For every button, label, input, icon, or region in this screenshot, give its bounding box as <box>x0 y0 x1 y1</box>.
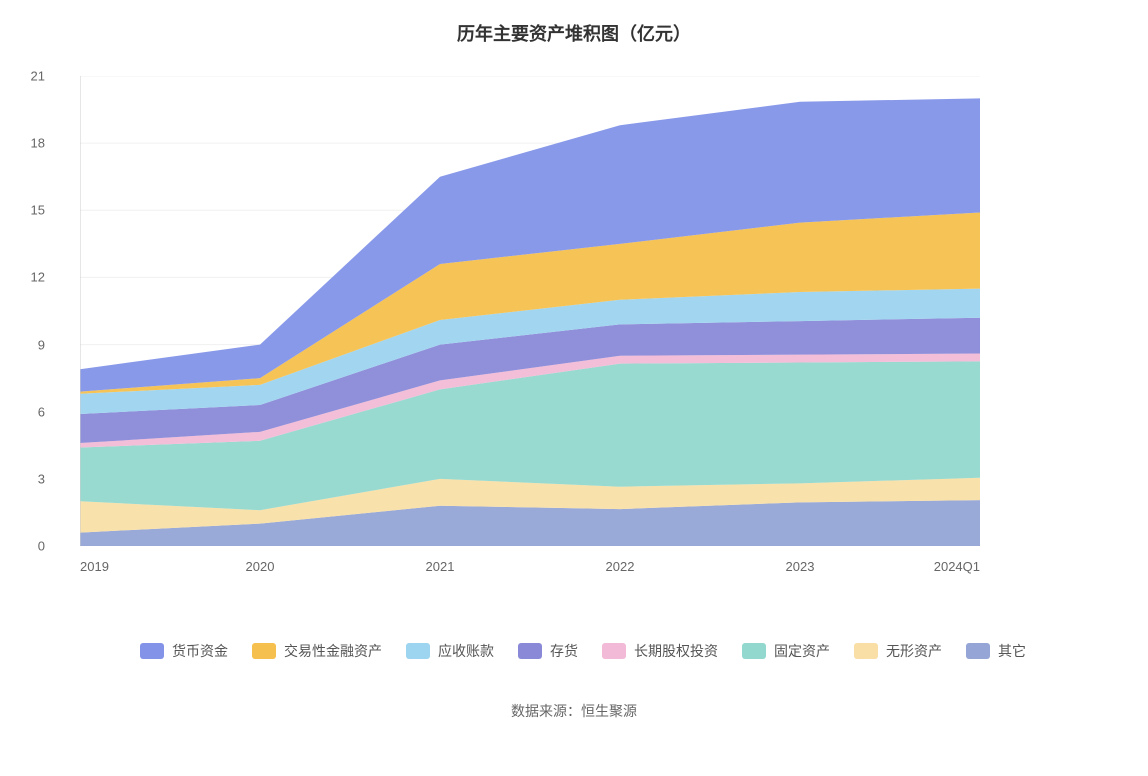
y-tick-label: 0 <box>15 539 45 554</box>
chart-container: 历年主要资产堆积图（亿元） 036912151821 2019202020212… <box>0 0 1148 741</box>
chart-svg <box>80 76 980 546</box>
x-tick-label: 2021 <box>426 559 455 574</box>
y-tick-label: 6 <box>15 404 45 419</box>
legend-label: 交易性金融资产 <box>284 641 382 661</box>
legend-item[interactable]: 交易性金融资产 <box>252 641 382 661</box>
chart-plot-area: 036912151821 201920202021202220232024Q1 <box>80 76 980 581</box>
y-tick-label: 3 <box>15 471 45 486</box>
legend-label: 应收账款 <box>438 641 494 661</box>
x-tick-label: 2023 <box>786 559 815 574</box>
legend-swatch <box>602 643 626 659</box>
legend-label: 其它 <box>998 641 1026 661</box>
legend-label: 固定资产 <box>774 641 830 661</box>
y-tick-label: 15 <box>15 203 45 218</box>
legend-item[interactable]: 货币资金 <box>140 641 228 661</box>
x-tick-label: 2024Q1 <box>934 559 980 574</box>
legend-swatch <box>966 643 990 659</box>
legend-swatch <box>742 643 766 659</box>
x-axis: 2019 2020 2021 2022 2023 2024Q1 <box>80 551 980 581</box>
legend-label: 无形资产 <box>886 641 942 661</box>
y-tick-label: 9 <box>15 337 45 352</box>
legend-item[interactable]: 存货 <box>518 641 578 661</box>
legend-swatch <box>252 643 276 659</box>
y-tick-label: 12 <box>15 270 45 285</box>
legend-swatch <box>854 643 878 659</box>
legend: 货币资金 交易性金融资产 应收账款 存货 长期股权投资 固定资产 无形资产 其它 <box>140 641 1040 661</box>
y-tick-label: 21 <box>15 69 45 84</box>
x-tick-label: 2020 <box>246 559 275 574</box>
legend-label: 长期股权投资 <box>634 641 718 661</box>
x-tick-label: 2022 <box>606 559 635 574</box>
legend-swatch <box>140 643 164 659</box>
legend-item[interactable]: 应收账款 <box>406 641 494 661</box>
data-source: 数据来源：恒生聚源 <box>40 701 1108 721</box>
legend-item[interactable]: 固定资产 <box>742 641 830 661</box>
chart-title: 历年主要资产堆积图（亿元） <box>40 20 1108 46</box>
legend-item[interactable]: 无形资产 <box>854 641 942 661</box>
legend-item[interactable]: 其它 <box>966 641 1026 661</box>
legend-item[interactable]: 长期股权投资 <box>602 641 718 661</box>
legend-label: 货币资金 <box>172 641 228 661</box>
legend-swatch <box>518 643 542 659</box>
legend-label: 存货 <box>550 641 578 661</box>
legend-swatch <box>406 643 430 659</box>
y-tick-label: 18 <box>15 136 45 151</box>
x-tick-label: 2019 <box>80 559 109 574</box>
